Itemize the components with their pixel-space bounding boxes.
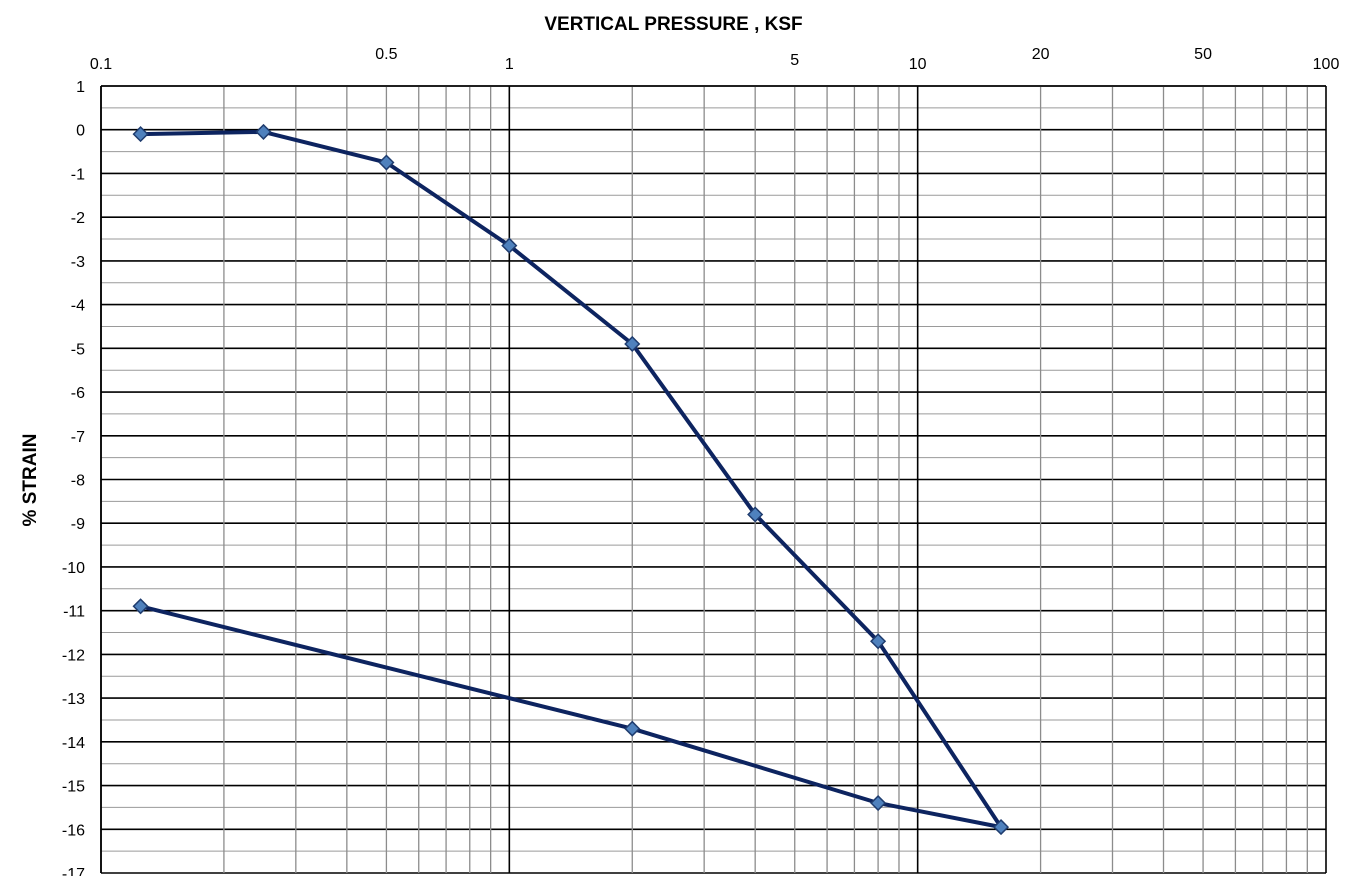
y-tick-label: 0 — [76, 123, 85, 140]
y-tick-label: -5 — [71, 341, 85, 358]
y-tick-label: -1 — [71, 166, 85, 183]
y-tick-label: -11 — [63, 604, 85, 621]
data-point-marker — [255, 123, 272, 140]
y-tick-label: 1 — [76, 79, 85, 96]
data-point-marker — [747, 506, 764, 523]
x-tick-label: 50 — [1194, 46, 1212, 63]
y-tick-label: -4 — [71, 298, 85, 315]
y-tick-label: -9 — [71, 516, 85, 533]
grid-layer — [100, 85, 1327, 874]
y-tick-label: -12 — [62, 647, 85, 664]
data-point-marker — [501, 237, 518, 254]
x-tick-label: 100 — [1313, 56, 1340, 73]
y-tick-label: -13 — [62, 691, 85, 708]
y-tick-label: -7 — [71, 429, 85, 446]
tick-label-layer: 10-1-2-3-4-5-6-7-8-9-10-11-12-13-14-15-1… — [62, 46, 1340, 876]
y-tick-label: -8 — [71, 473, 85, 490]
data-point-marker — [378, 154, 395, 171]
data-point-marker — [132, 126, 149, 143]
y-tick-label: -2 — [71, 210, 85, 227]
y-tick-label: -16 — [62, 822, 85, 839]
chart-title: VERTICAL PRESSURE , KSF — [544, 14, 803, 35]
y-tick-label: -17 — [62, 866, 85, 876]
data-point-marker — [992, 819, 1010, 836]
x-tick-label: 10 — [909, 56, 927, 73]
data-point-marker — [870, 794, 887, 812]
y-tick-label: -14 — [62, 735, 85, 752]
series-layer — [132, 123, 1010, 836]
y-tick-label: -6 — [71, 385, 85, 402]
y-tick-label: -3 — [71, 254, 85, 271]
data-point-marker — [132, 598, 149, 615]
x-tick-label: 5 — [790, 52, 799, 69]
data-point-marker — [870, 633, 887, 650]
x-tick-label: 1 — [505, 56, 514, 73]
y-tick-label: -10 — [62, 560, 85, 577]
x-tick-label: 20 — [1032, 46, 1050, 63]
x-tick-label: 0.5 — [375, 46, 397, 63]
data-point-marker — [624, 720, 641, 737]
y-tick-label: -15 — [62, 779, 85, 796]
x-tick-label: 0.1 — [90, 56, 112, 73]
data-point-marker — [624, 335, 641, 353]
